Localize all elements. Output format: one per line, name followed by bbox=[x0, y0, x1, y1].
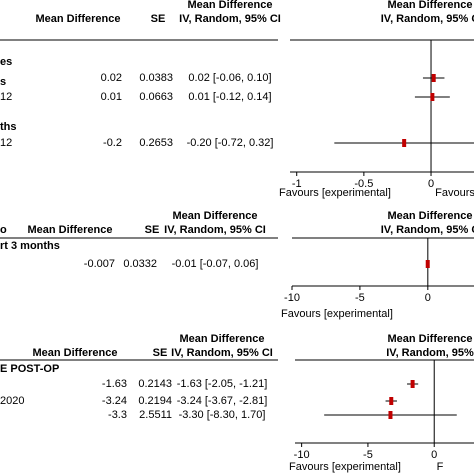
effect-marker bbox=[388, 411, 393, 419]
subgroup-label: s bbox=[0, 76, 6, 88]
se-value: 0.0663 bbox=[139, 91, 173, 103]
x-tick-label: -0.5 bbox=[354, 178, 373, 190]
se-value: 0.0383 bbox=[139, 72, 173, 84]
favours-label: Favours [experimental] bbox=[281, 308, 393, 320]
x-tick-label: 0 bbox=[431, 449, 437, 461]
ci-text: -0.20 [-0.72, 0.32] bbox=[187, 137, 274, 149]
ci-text: -3.30 [-8.30, 1.70] bbox=[179, 409, 266, 421]
header: SE bbox=[151, 13, 166, 25]
study-label: 12 bbox=[0, 91, 12, 103]
header: Mean Difference bbox=[36, 13, 121, 25]
subgroup-label: es bbox=[0, 56, 12, 68]
effect-marker bbox=[389, 397, 394, 405]
header: Mean Difference bbox=[180, 333, 265, 345]
plot-header: IV, Random, 95% C bbox=[381, 224, 474, 236]
x-tick-label: -1 bbox=[292, 178, 302, 190]
effect-marker bbox=[430, 93, 435, 101]
plot-header: IV, Random, 95% C bbox=[381, 13, 474, 25]
plot-header: Mean Difference bbox=[388, 210, 473, 222]
md-value: -0.007 bbox=[84, 258, 115, 270]
md-value: 0.01 bbox=[101, 91, 122, 103]
favours-label: Favours [experimental] bbox=[279, 187, 391, 199]
md-value: -0.2 bbox=[103, 137, 122, 149]
header: Mean Difference bbox=[188, 0, 273, 11]
x-tick-label: -5 bbox=[355, 292, 365, 304]
header: Mean Difference bbox=[173, 210, 258, 222]
corner-label: o bbox=[0, 224, 7, 236]
subgroup-label: E POST-OP bbox=[0, 363, 59, 375]
plot-header: IV, Random, 95% bbox=[386, 347, 474, 359]
x-tick-label: 0 bbox=[425, 292, 431, 304]
ci-text: -1.63 [-2.05, -1.21] bbox=[177, 378, 268, 390]
effect-marker bbox=[410, 380, 415, 388]
study-label: 12 bbox=[0, 137, 12, 149]
se-value: 0.2194 bbox=[138, 395, 172, 407]
header: IV, Random, 95% CI bbox=[164, 224, 266, 236]
x-tick-label: -5 bbox=[363, 449, 373, 461]
md-value: -1.63 bbox=[102, 378, 127, 390]
header: SE bbox=[145, 224, 160, 236]
header: SE bbox=[153, 347, 168, 359]
md-value: 0.02 bbox=[101, 72, 122, 84]
subgroup-label: rt 3 months bbox=[0, 240, 60, 252]
x-tick-label: 0 bbox=[428, 178, 434, 190]
effect-marker bbox=[402, 139, 407, 147]
favours-label: Favours [experimental] bbox=[289, 461, 401, 473]
favours-label: F bbox=[437, 461, 444, 473]
se-value: 0.2653 bbox=[139, 137, 173, 149]
header: IV, Random, 95% CI bbox=[179, 13, 281, 25]
header: Mean Difference bbox=[33, 347, 118, 359]
x-tick-label: -10 bbox=[284, 292, 300, 304]
favours-label: Favours bbox=[435, 187, 474, 199]
study-label: 2020 bbox=[0, 395, 24, 407]
se-value: 2.5511 bbox=[139, 409, 172, 421]
ci-text: -3.24 [-3.67, -2.81] bbox=[177, 395, 268, 407]
ci-text: 0.02 [-0.06, 0.10] bbox=[188, 72, 271, 84]
header: IV, Random, 95% CI bbox=[171, 347, 273, 359]
md-value: -3.24 bbox=[102, 395, 127, 407]
se-value: 0.2143 bbox=[138, 378, 172, 390]
x-tick-label: -10 bbox=[294, 449, 310, 461]
ci-text: -0.01 [-0.07, 0.06] bbox=[172, 258, 259, 270]
effect-marker bbox=[425, 260, 430, 268]
md-value: -3.3 bbox=[108, 409, 127, 421]
plot-header: Mean Difference bbox=[388, 0, 473, 11]
plot-header: Mean Difference bbox=[388, 333, 473, 345]
header: Mean Difference bbox=[28, 224, 113, 236]
effect-marker bbox=[431, 74, 436, 82]
ci-text: 0.01 [-0.12, 0.14] bbox=[188, 91, 271, 103]
se-value: 0.0332 bbox=[123, 258, 157, 270]
subgroup-label: ths bbox=[0, 121, 17, 133]
